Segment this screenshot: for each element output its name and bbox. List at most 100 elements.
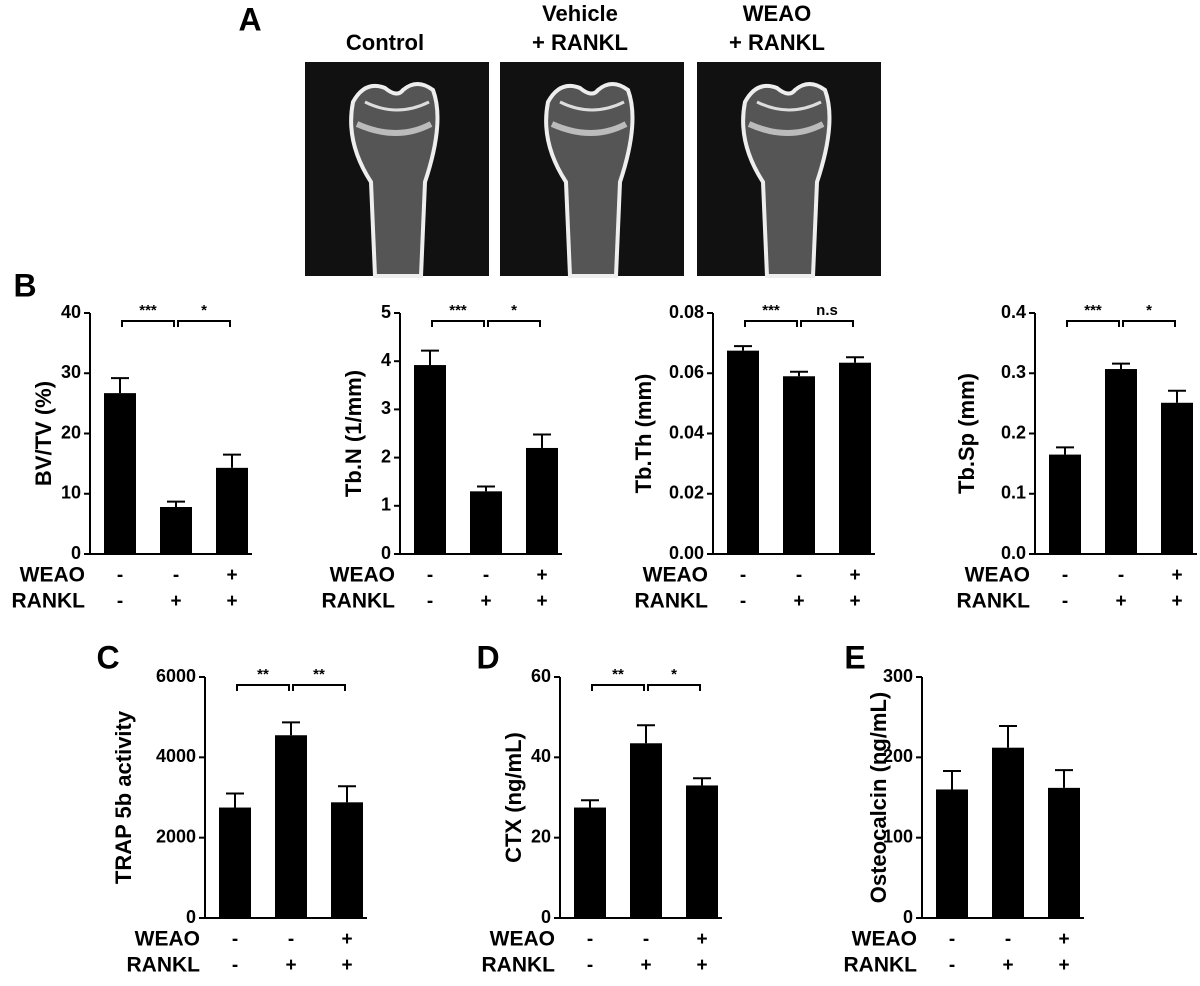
treatment-label: RANKL	[127, 954, 201, 977]
significance-bracket	[292, 684, 346, 691]
y-tick-label: 300	[883, 666, 913, 686]
treatment-sign: -	[796, 565, 802, 586]
treatment-sign: +	[849, 591, 860, 612]
significance-label: *	[1146, 302, 1152, 319]
treatment-sign: +	[849, 565, 860, 586]
treatment-sign: -	[587, 955, 593, 976]
bar	[275, 735, 307, 918]
treatment-sign: -	[288, 929, 294, 950]
panel-label: A	[238, 1, 261, 37]
treatment-label: RANKL	[12, 590, 86, 613]
micro-ct-image	[697, 62, 881, 276]
treatment-sign: +	[536, 565, 547, 586]
treatment-sign: -	[1118, 565, 1124, 586]
y-tick-label: 4	[381, 350, 391, 370]
y-tick-label: 0	[903, 907, 913, 927]
significance-label: *	[511, 302, 517, 319]
treatment-sign: +	[1115, 591, 1126, 612]
panel-label: C	[96, 639, 119, 675]
y-tick-label: 1	[381, 495, 391, 515]
treatment-sign: -	[173, 565, 179, 586]
y-tick-label: 0.00	[669, 543, 704, 563]
treatment-sign: +	[536, 591, 547, 612]
treatment-label: WEAO	[135, 928, 200, 951]
error-bar	[111, 377, 129, 394]
y-tick-label: 0.02	[669, 483, 704, 503]
treatment-sign: -	[740, 565, 746, 586]
bar	[470, 491, 502, 554]
treatment-sign: -	[232, 929, 238, 950]
y-tick-label: 0.06	[669, 362, 704, 382]
image-caption: + RANKL	[729, 30, 825, 55]
significance-label: ***	[139, 302, 157, 319]
treatment-sign: +	[696, 955, 707, 976]
significance-bracket	[1066, 320, 1120, 327]
error-bar	[999, 725, 1017, 748]
significance-label: ***	[449, 302, 467, 319]
treatment-sign: +	[170, 591, 181, 612]
panel-label: B	[13, 267, 36, 303]
image-caption: + RANKL	[532, 30, 628, 55]
significance-bracket	[236, 684, 290, 691]
y-tick-label: 2000	[156, 826, 196, 846]
error-bar	[637, 724, 655, 744]
treatment-label: WEAO	[965, 564, 1030, 587]
treatment-sign: -	[740, 591, 746, 612]
treatment-sign: -	[1062, 591, 1068, 612]
y-axis-label: BV/TV (%)	[31, 381, 56, 486]
significance-bracket	[744, 320, 798, 327]
bar	[104, 393, 136, 554]
treatment-sign: +	[1058, 955, 1069, 976]
bar	[574, 807, 606, 918]
treatment-sign: -	[117, 565, 123, 586]
significance-label: ***	[1084, 302, 1102, 319]
bar	[727, 350, 759, 554]
treatment-label: WEAO	[852, 928, 917, 951]
treatment-sign: -	[1005, 929, 1011, 950]
treatment-sign: +	[1058, 929, 1069, 950]
treatment-sign: -	[427, 565, 433, 586]
error-bar	[943, 769, 961, 790]
treatment-label: RANKL	[322, 590, 396, 613]
treatment-sign: -	[427, 591, 433, 612]
error-bar	[477, 485, 495, 492]
treatment-sign: +	[341, 955, 352, 976]
y-tick-label: 20	[531, 826, 551, 846]
error-bar	[1055, 769, 1073, 788]
y-tick-label: 0.08	[669, 302, 704, 322]
y-axis-label: Tb.Th (mm)	[631, 374, 656, 494]
y-tick-label: 100	[883, 826, 913, 846]
treatment-label: RANKL	[957, 590, 1031, 613]
y-tick-label: 0.1	[1001, 483, 1026, 503]
bar	[839, 362, 871, 554]
y-tick-label: 5	[381, 302, 391, 322]
significance-label: **	[612, 666, 624, 683]
y-tick-label: 0.0	[1001, 543, 1026, 563]
error-bar	[734, 345, 752, 351]
significance-label: *	[671, 666, 677, 683]
y-axis-label: CTX (ng/mL)	[501, 732, 526, 863]
error-bar	[693, 777, 711, 786]
image-caption: WEAO	[743, 1, 811, 26]
y-tick-label: 3	[381, 398, 391, 418]
treatment-label: RANKL	[635, 590, 709, 613]
treatment-label: WEAO	[330, 564, 395, 587]
bar	[216, 467, 248, 554]
y-tick-label: 0	[186, 907, 196, 927]
significance-label: ***	[762, 302, 780, 319]
error-bar	[167, 500, 185, 508]
bar	[1048, 787, 1080, 918]
significance-bracket	[431, 320, 485, 327]
bar	[1105, 369, 1137, 554]
y-axis-label: TRAP 5b activity	[111, 710, 136, 884]
y-tick-label: 40	[61, 302, 81, 322]
treatment-sign: -	[1062, 565, 1068, 586]
y-tick-label: 0	[71, 543, 81, 563]
y-tick-label: 200	[883, 746, 913, 766]
image-caption: Vehicle	[542, 1, 618, 26]
y-tick-label: 6000	[156, 666, 196, 686]
bar	[414, 365, 446, 554]
bar	[992, 747, 1024, 918]
bar	[783, 376, 815, 554]
